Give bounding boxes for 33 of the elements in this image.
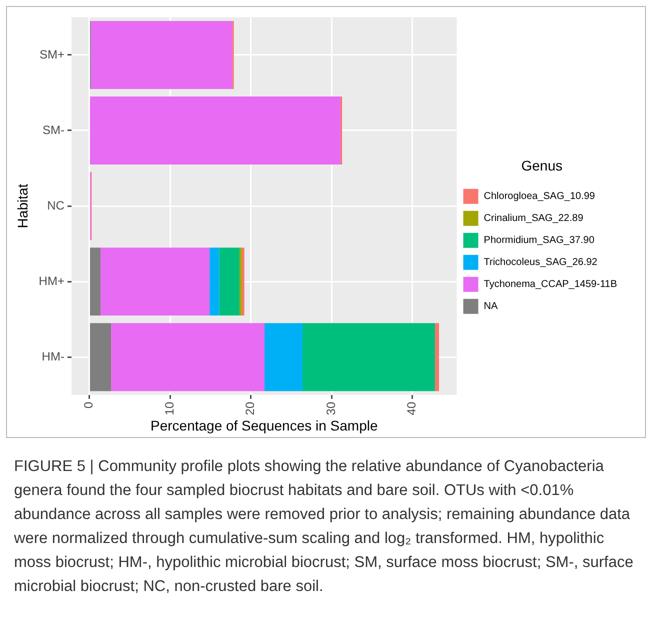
y-tick-label: SM+ — [39, 47, 64, 62]
legend-label: Phormidium_SAG_37.90 — [484, 235, 595, 246]
bar — [264, 323, 302, 392]
caption: FIGURE 5 | Community profile plots showing the relative abundance of Cyanobacteria genera found the four sampled biocrust habitats and bare soil. OTUs with <0.01% abundance across all samples were removed prior to analysis; remaining abundance data were normalized through cumulative-sum scaling and log₂ transformed. HM, hypolithic moss biocrust; HM-, hypolithic microbial biocrust; SM, surface moss biocrust; SM-, surface microbial biocrust; NC, non-crusted bare soil. — [14, 457, 634, 597]
bar — [111, 323, 265, 392]
bar — [210, 248, 220, 316]
y-tick-label: NC — [47, 198, 65, 212]
x-tick-label: 30 — [324, 402, 338, 416]
x-tick-label: 40 — [404, 402, 419, 416]
bar — [302, 323, 435, 392]
y-tick-label: SM- — [42, 122, 64, 137]
x-tick-label: 10 — [162, 402, 176, 416]
legend-label: Tychonema_CCAP_1459-11B — [484, 279, 618, 290]
x-tick-label: 20 — [243, 402, 258, 416]
bar — [100, 248, 210, 316]
bar — [90, 323, 112, 392]
legend-label: Chlorogloea_SAG_10.99 — [484, 191, 596, 202]
y-tick-label: HM- — [42, 349, 64, 364]
x-tick-label: 0 — [82, 402, 96, 409]
bar — [219, 248, 240, 316]
legend-label: NA — [484, 301, 498, 312]
legend-label: Trichocoleus_SAG_26.92 — [484, 257, 598, 268]
legend-label: Crinalium_SAG_22.89 — [484, 213, 584, 224]
bar — [90, 20, 232, 89]
y-axis-title: Habitat — [14, 184, 30, 228]
legend-title: Genus — [521, 157, 563, 174]
bar — [90, 96, 340, 164]
bar — [242, 248, 244, 316]
x-axis-title: Percentage of Sequences in Sample — [150, 417, 378, 434]
y-tick-label: HM+ — [38, 274, 64, 288]
bar — [239, 248, 242, 316]
bar — [434, 323, 439, 392]
bar — [90, 248, 101, 316]
